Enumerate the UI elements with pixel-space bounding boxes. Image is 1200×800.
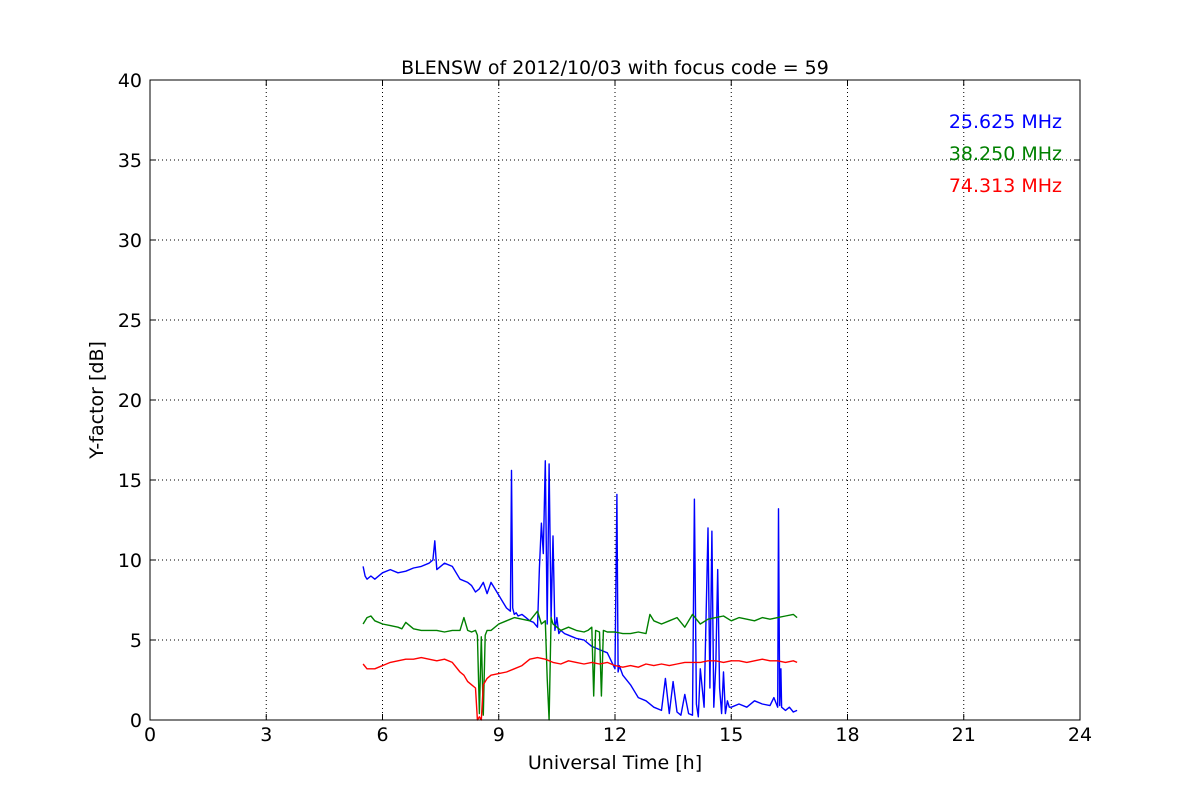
y-tick-label: 25 xyxy=(118,310,142,332)
series-line-3 xyxy=(362,656,798,721)
x-tick-label: 12 xyxy=(603,724,627,746)
legend-entry-2: 38.250 MHz xyxy=(949,143,1062,165)
y-tick-label: 35 xyxy=(118,150,142,172)
y-tick-labels: 0 5 10 15 20 25 30 35 40 xyxy=(118,70,142,732)
y-tick-label: 15 xyxy=(118,470,142,492)
series-group xyxy=(362,460,798,721)
series-line-2 xyxy=(362,610,798,721)
y-tick-label: 30 xyxy=(118,230,142,252)
x-tick-label: 21 xyxy=(952,724,976,746)
legend: 25.625 MHz 38.250 MHz 74.313 MHz xyxy=(949,111,1062,197)
x-tick-label: 24 xyxy=(1068,724,1092,746)
y-tick-label: 40 xyxy=(118,70,142,92)
y-tick-label: 20 xyxy=(118,390,142,412)
axis-ticks xyxy=(149,79,1081,721)
legend-entry-1: 25.625 MHz xyxy=(949,111,1062,133)
legend-entry-3: 74.313 MHz xyxy=(949,175,1062,197)
y-tick-label: 10 xyxy=(118,550,142,572)
x-tick-label: 6 xyxy=(376,724,388,746)
series-line-1 xyxy=(362,460,798,718)
x-tick-label: 15 xyxy=(719,724,743,746)
x-tick-labels: 0 3 6 9 12 15 18 21 24 xyxy=(144,724,1092,746)
x-axis-label: Universal Time [h] xyxy=(528,752,702,774)
x-tick-label: 3 xyxy=(260,724,272,746)
x-tick-label: 9 xyxy=(493,724,505,746)
y-tick-label: 5 xyxy=(130,630,142,652)
x-tick-label: 18 xyxy=(835,724,859,746)
y-axis-label: Y-factor [dB] xyxy=(86,341,108,460)
x-tick-label: 0 xyxy=(144,724,156,746)
y-tick-label: 0 xyxy=(130,710,142,732)
chart-title: BLENSW of 2012/10/03 with focus code = 5… xyxy=(401,57,829,79)
